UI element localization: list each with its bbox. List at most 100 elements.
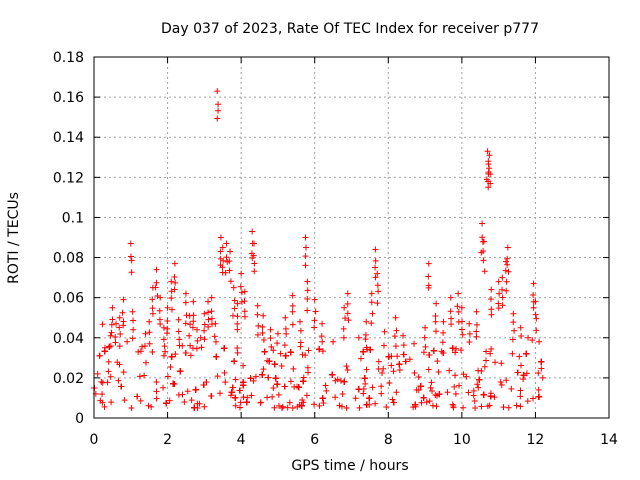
data-point [200, 381, 207, 388]
data-point [502, 267, 509, 274]
data-point [286, 399, 293, 406]
data-point [460, 404, 467, 411]
data-point [390, 368, 397, 375]
data-point [251, 240, 258, 247]
data-point [102, 344, 109, 351]
data-point [201, 310, 208, 317]
data-point [426, 398, 433, 405]
data-point [130, 326, 137, 333]
data-point [483, 357, 490, 364]
data-point [538, 365, 545, 372]
data-point [498, 382, 505, 389]
data-point [160, 384, 167, 391]
data-point [112, 339, 119, 346]
data-point [340, 325, 347, 332]
data-point [108, 321, 115, 328]
axis-ticks [93, 56, 610, 419]
data-point [107, 373, 114, 380]
data-point [487, 296, 494, 303]
y-tick-label: 0.12 [53, 170, 84, 186]
data-point [229, 312, 236, 319]
data-point [139, 343, 146, 350]
data-point [266, 358, 273, 365]
grid-lines [94, 57, 609, 418]
data-point [201, 327, 208, 334]
data-point [241, 298, 248, 305]
data-point [495, 278, 502, 285]
data-point [368, 320, 375, 327]
data-point [171, 260, 178, 267]
data-point [148, 403, 155, 410]
data-point [391, 333, 398, 340]
data-point [128, 269, 135, 276]
data-point [205, 298, 212, 305]
data-point [475, 384, 482, 391]
data-point [533, 315, 540, 322]
data-point [422, 343, 429, 350]
data-point [380, 365, 387, 372]
data-point [319, 348, 326, 355]
data-point [361, 375, 368, 382]
data-point [511, 327, 518, 334]
data-point [385, 353, 392, 360]
data-point [117, 331, 124, 338]
y-tick-label: 0 [75, 411, 84, 427]
data-point [311, 296, 318, 303]
data-point [530, 395, 537, 402]
data-point [356, 404, 363, 411]
data-point [186, 332, 193, 339]
data-point [297, 343, 304, 350]
data-point [319, 395, 326, 402]
data-point [267, 335, 274, 342]
data-point [305, 369, 312, 376]
data-point [421, 334, 428, 341]
data-point [509, 350, 516, 357]
y-tick-label: 0.02 [53, 371, 84, 387]
data-point [99, 391, 106, 398]
data-point [153, 388, 160, 395]
data-point [120, 296, 127, 303]
data-point [483, 348, 490, 355]
data-point [360, 385, 367, 392]
data-point [458, 347, 465, 354]
data-point [241, 308, 248, 315]
data-point [105, 368, 112, 375]
data-point [374, 270, 381, 277]
data-point [109, 304, 116, 311]
data-point [137, 348, 144, 355]
data-point [433, 328, 440, 335]
data-point [332, 394, 339, 401]
data-point [530, 291, 537, 298]
data-point [98, 378, 105, 385]
data-point [473, 321, 480, 328]
data-point [208, 294, 215, 301]
data-point [302, 253, 309, 260]
data-point [212, 338, 219, 345]
data-point [311, 317, 318, 324]
data-point [344, 300, 351, 307]
data-point [480, 257, 487, 264]
data-point [205, 323, 212, 330]
data-point [279, 403, 286, 410]
data-point [390, 399, 397, 406]
data-point [466, 338, 473, 345]
data-point [415, 387, 422, 394]
data-point [535, 370, 542, 377]
data-point [163, 400, 170, 407]
data-point [129, 308, 136, 315]
x-tick-label: 4 [237, 432, 246, 448]
data-point [160, 324, 167, 331]
data-point [380, 342, 387, 349]
data-point [381, 328, 388, 335]
data-point [415, 374, 422, 381]
data-point [533, 327, 540, 334]
data-point [187, 321, 194, 328]
data-point [302, 352, 309, 359]
data-point [304, 287, 311, 294]
data-point [523, 370, 530, 377]
data-point [299, 397, 306, 404]
data-point [221, 345, 228, 352]
data-point [289, 404, 296, 411]
data-point [396, 361, 403, 368]
